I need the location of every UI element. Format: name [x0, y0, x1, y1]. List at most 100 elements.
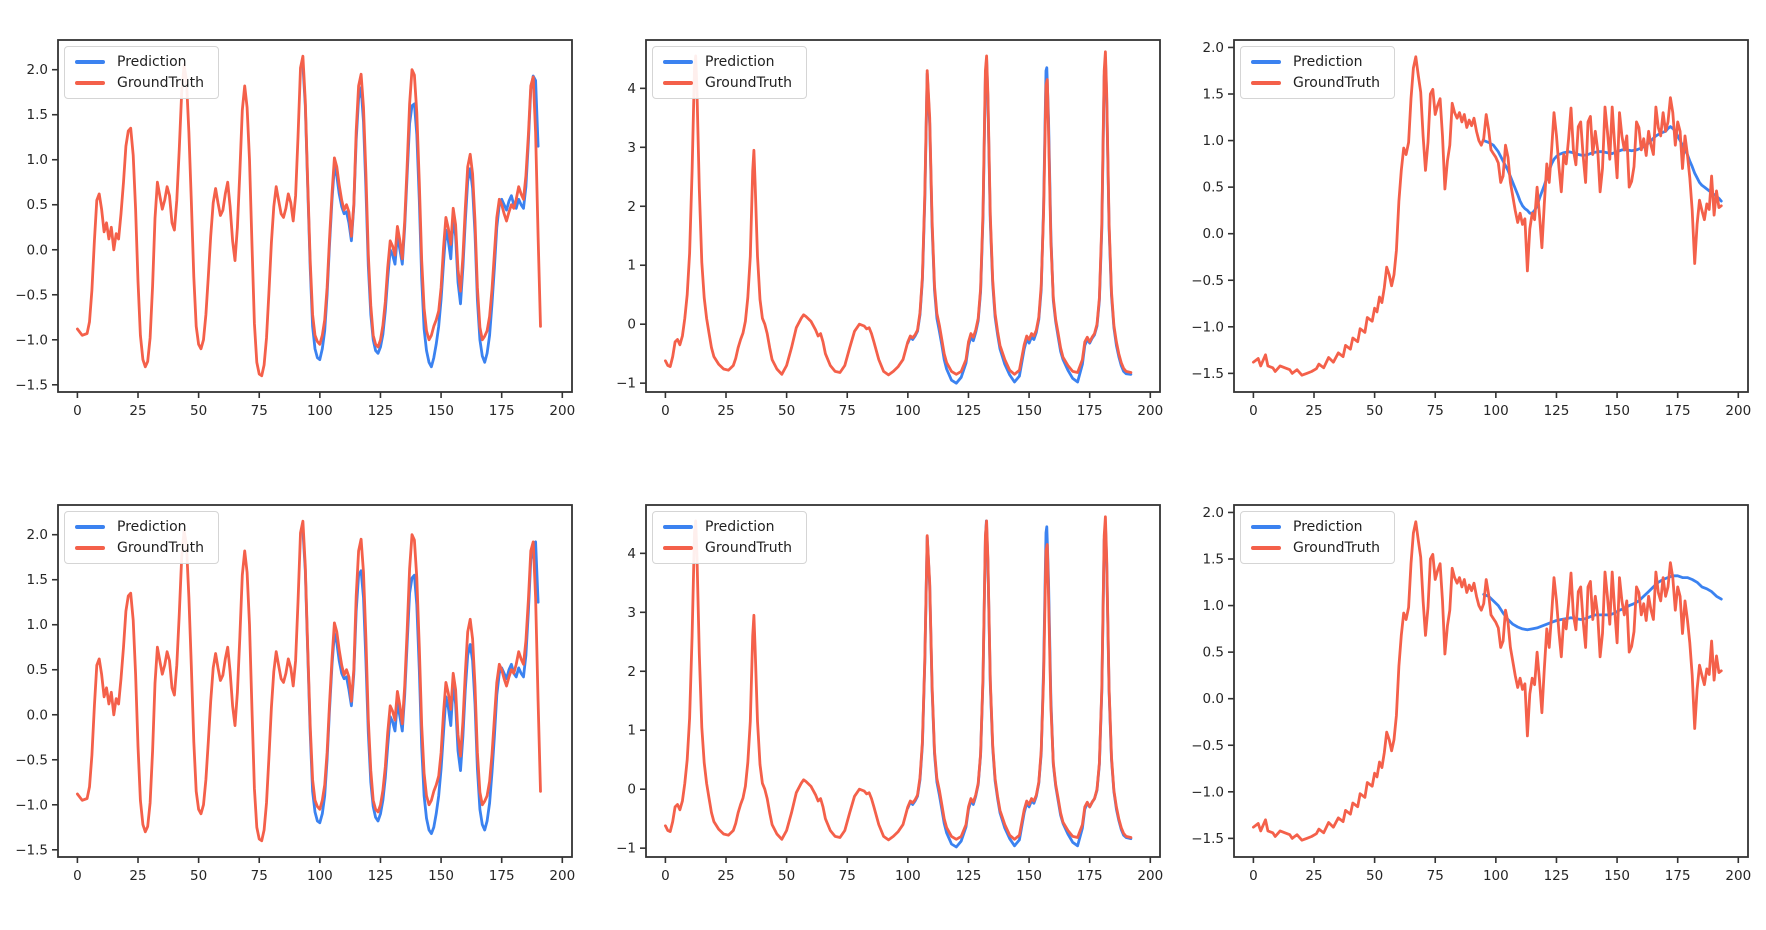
svg-text:−1.5: −1.5 — [1191, 366, 1224, 382]
svg-text:175: 175 — [489, 403, 515, 419]
svg-text:150: 150 — [1604, 868, 1630, 884]
svg-text:4: 4 — [627, 81, 636, 97]
svg-text:1.5: 1.5 — [27, 572, 48, 588]
groundtruth-line-swatch — [75, 81, 105, 85]
legend-label-groundtruth: GroundTruth — [705, 540, 792, 556]
legend-label-prediction: Prediction — [117, 54, 187, 70]
svg-text:200: 200 — [1137, 403, 1163, 419]
svg-text:0.0: 0.0 — [27, 707, 48, 723]
svg-text:100: 100 — [895, 403, 921, 419]
svg-text:−0.5: −0.5 — [1191, 738, 1224, 754]
subplot-row2-col2: Prediction GroundTruth 0 25 50 75 100 125 150 1… — [588, 465, 1176, 930]
svg-text:75: 75 — [839, 403, 856, 419]
legend: Prediction GroundTruth — [652, 511, 807, 564]
svg-text:0: 0 — [627, 782, 636, 798]
svg-text:50: 50 — [190, 868, 207, 884]
svg-text:0.5: 0.5 — [1203, 645, 1224, 661]
subplot-row2-col1: Prediction GroundTruth 0 25 50 75 100 125 150 1… — [0, 465, 588, 930]
svg-text:−1.0: −1.0 — [1191, 784, 1224, 800]
svg-text:1.5: 1.5 — [27, 107, 48, 123]
prediction-line-swatch — [75, 60, 105, 64]
svg-text:25: 25 — [717, 868, 734, 884]
legend: Prediction GroundTruth — [1240, 46, 1395, 99]
svg-text:125: 125 — [368, 403, 394, 419]
plot-svg: 0 25 50 75 100 125 150 175 200 −1.5 −1.0 −0.5 0.0 0.5… — [15, 504, 575, 884]
svg-text:−1: −1 — [616, 841, 636, 857]
svg-text:125: 125 — [368, 868, 394, 884]
groundtruth-line-swatch — [75, 546, 105, 550]
legend-entry-groundtruth: GroundTruth — [75, 75, 204, 91]
svg-text:−1.5: −1.5 — [15, 842, 48, 858]
svg-text:−0.5: −0.5 — [1191, 273, 1224, 289]
subplot-row2-col3: Prediction GroundTruth 0 25 50 75 100 125 150 1… — [1176, 465, 1764, 930]
svg-text:−1.0: −1.0 — [15, 797, 48, 813]
legend-entry-prediction: Prediction — [1251, 519, 1380, 535]
legend-label-prediction: Prediction — [117, 519, 187, 535]
svg-text:150: 150 — [1016, 868, 1042, 884]
svg-text:2.0: 2.0 — [1203, 40, 1224, 56]
groundtruth-line-swatch — [1251, 546, 1281, 550]
subplot-row1-col1: Prediction GroundTruth 0 25 50 75 100 125 150 1… — [0, 0, 588, 465]
svg-text:200: 200 — [1725, 868, 1751, 884]
svg-text:1.0: 1.0 — [1203, 598, 1224, 614]
svg-text:4: 4 — [627, 546, 636, 562]
svg-text:2.0: 2.0 — [27, 62, 48, 78]
svg-text:100: 100 — [1483, 868, 1509, 884]
legend-entry-prediction: Prediction — [75, 519, 204, 535]
svg-text:1: 1 — [627, 723, 636, 739]
groundtruth-line-swatch — [663, 546, 693, 550]
legend-entry-groundtruth: GroundTruth — [1251, 540, 1380, 556]
prediction-line-swatch — [1251, 525, 1281, 529]
svg-text:0.0: 0.0 — [27, 242, 48, 258]
svg-text:25: 25 — [1305, 868, 1322, 884]
plot-svg: 0 25 50 75 100 125 150 175 200 −1 0 1 2 3 4 — [616, 504, 1163, 884]
legend-entry-groundtruth: GroundTruth — [1251, 75, 1380, 91]
svg-text:100: 100 — [307, 403, 333, 419]
svg-text:−1.0: −1.0 — [1191, 319, 1224, 335]
legend-label-groundtruth: GroundTruth — [117, 75, 204, 91]
groundtruth-line-swatch — [1251, 81, 1281, 85]
svg-text:0.0: 0.0 — [1203, 691, 1224, 707]
svg-text:1.0: 1.0 — [27, 152, 48, 168]
svg-text:0: 0 — [1249, 868, 1258, 884]
svg-text:150: 150 — [428, 868, 454, 884]
legend: Prediction GroundTruth — [64, 46, 219, 99]
svg-text:0: 0 — [661, 868, 670, 884]
svg-text:2.0: 2.0 — [1203, 505, 1224, 521]
legend-entry-prediction: Prediction — [663, 519, 792, 535]
legend: Prediction GroundTruth — [652, 46, 807, 99]
svg-text:−1.5: −1.5 — [15, 377, 48, 393]
svg-text:125: 125 — [956, 868, 982, 884]
svg-text:50: 50 — [778, 403, 795, 419]
svg-text:175: 175 — [1665, 868, 1691, 884]
legend-label-prediction: Prediction — [705, 54, 775, 70]
svg-text:25: 25 — [129, 868, 146, 884]
legend-label-groundtruth: GroundTruth — [705, 75, 792, 91]
svg-text:200: 200 — [1725, 403, 1751, 419]
groundtruth-line-swatch — [663, 81, 693, 85]
svg-text:0: 0 — [661, 403, 670, 419]
svg-text:−0.5: −0.5 — [15, 287, 48, 303]
svg-text:75: 75 — [251, 868, 268, 884]
svg-text:1.5: 1.5 — [1203, 552, 1224, 568]
svg-text:125: 125 — [956, 403, 982, 419]
svg-text:150: 150 — [1016, 403, 1042, 419]
svg-text:25: 25 — [717, 403, 734, 419]
prediction-line-swatch — [75, 525, 105, 529]
legend-label-prediction: Prediction — [1293, 54, 1363, 70]
legend-entry-groundtruth: GroundTruth — [75, 540, 204, 556]
svg-text:200: 200 — [549, 868, 575, 884]
legend: Prediction GroundTruth — [64, 511, 219, 564]
legend-label-prediction: Prediction — [1293, 519, 1363, 535]
svg-text:0.5: 0.5 — [27, 662, 48, 678]
legend-entry-groundtruth: GroundTruth — [663, 540, 792, 556]
plot-svg: 0 25 50 75 100 125 150 175 200 −1 0 1 2 3 4 — [616, 39, 1163, 419]
svg-text:25: 25 — [129, 403, 146, 419]
svg-text:50: 50 — [778, 868, 795, 884]
svg-text:1.5: 1.5 — [1203, 87, 1224, 103]
svg-text:−1.5: −1.5 — [1191, 831, 1224, 847]
svg-text:100: 100 — [1483, 403, 1509, 419]
svg-text:−1: −1 — [616, 376, 636, 392]
svg-text:100: 100 — [307, 868, 333, 884]
